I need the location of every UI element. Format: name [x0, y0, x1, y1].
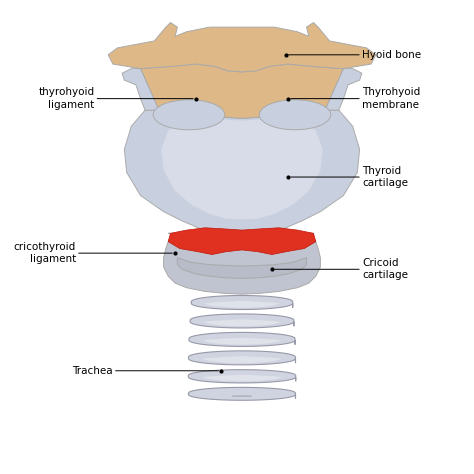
Polygon shape — [108, 23, 376, 72]
Text: Thyrohyoid
membrane: Thyrohyoid membrane — [362, 87, 420, 110]
Polygon shape — [190, 314, 294, 328]
Polygon shape — [202, 356, 282, 363]
Text: Cricoid
cartilage: Cricoid cartilage — [362, 258, 408, 281]
Text: Trachea: Trachea — [72, 366, 113, 376]
Polygon shape — [202, 374, 282, 381]
Polygon shape — [140, 64, 344, 118]
Polygon shape — [188, 370, 296, 383]
Polygon shape — [203, 319, 281, 326]
Text: Thyroid
cartilage: Thyroid cartilage — [362, 166, 408, 188]
Polygon shape — [177, 258, 307, 279]
Polygon shape — [203, 337, 281, 345]
Polygon shape — [189, 387, 295, 400]
Polygon shape — [124, 110, 360, 236]
Polygon shape — [122, 69, 159, 110]
Ellipse shape — [259, 100, 331, 130]
Text: Hyoid bone: Hyoid bone — [362, 50, 421, 60]
Polygon shape — [191, 295, 293, 310]
Polygon shape — [189, 332, 295, 346]
Polygon shape — [168, 228, 316, 255]
Text: cricothyroid
ligament: cricothyroid ligament — [14, 242, 76, 264]
Polygon shape — [161, 116, 323, 219]
Text: thyrohyoid
ligament: thyrohyoid ligament — [38, 87, 94, 110]
Polygon shape — [189, 351, 295, 365]
Polygon shape — [325, 69, 362, 110]
Polygon shape — [164, 233, 320, 294]
Ellipse shape — [153, 100, 225, 130]
Polygon shape — [171, 233, 313, 252]
Polygon shape — [204, 301, 280, 308]
